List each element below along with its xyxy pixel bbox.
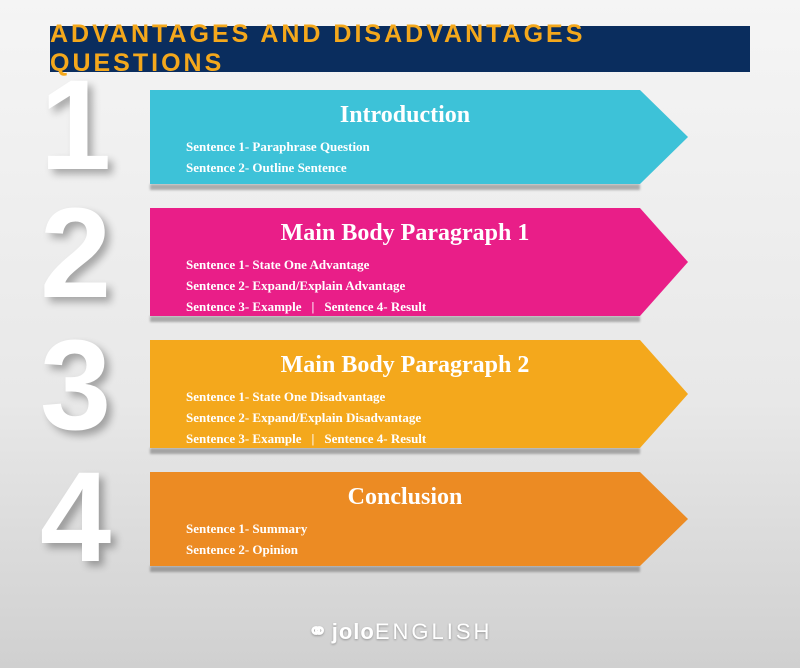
arrow-head-icon	[640, 340, 688, 448]
step-2: 2Main Body Paragraph 1Sentence 1- State …	[40, 208, 740, 316]
header-bar: ADVANTAGES AND DISADVANTAGES QUESTIONS	[50, 26, 750, 72]
step-title: Main Body Paragraph 1	[178, 220, 632, 247]
sentence-dual-line: Sentence 3- Example|Sentence 4- Result	[178, 429, 632, 450]
brand-name-bold: jolo	[332, 619, 375, 644]
arrow-body: Main Body Paragraph 2 Sentence 1- State O…	[150, 340, 640, 448]
arrow-body: Conclusion Sentence 1- SummarySentence 2-…	[150, 472, 640, 566]
step-1: 1IntroductionSentence 1- Paraphrase Ques…	[40, 90, 740, 184]
step-number: 4	[40, 454, 111, 582]
step-title: Introduction	[178, 102, 632, 129]
sentence-dual-line: Sentence 3- Example|Sentence 4- Result	[178, 297, 632, 318]
sentence-line: Sentence 2- Expand/Explain Advantage	[178, 276, 632, 297]
sentence-line: Sentence 1- Paraphrase Question	[178, 137, 632, 158]
sentence-line: Sentence 2- Opinion	[178, 540, 632, 561]
brand-name-light: ENGLISH	[375, 619, 493, 644]
arrow-head-icon	[640, 208, 688, 316]
footer-brand: ⚭ joloENGLISH	[0, 617, 800, 646]
step-number: 3	[40, 322, 111, 450]
step-4: 4ConclusionSentence 1- SummarySentence 2…	[40, 472, 740, 566]
brand-icon: ⚭	[308, 617, 328, 646]
sentence-line: Sentence 1- State One Disadvantage	[178, 387, 632, 408]
arrow-head-icon	[640, 472, 688, 566]
step-number: 1	[40, 62, 111, 190]
arrow-body: Introduction Sentence 1- Paraphrase Quest…	[150, 90, 640, 184]
header-title: ADVANTAGES AND DISADVANTAGES QUESTIONS	[50, 20, 750, 78]
sentence-line: Sentence 1- Summary	[178, 519, 632, 540]
sentence-line: Sentence 1- State One Advantage	[178, 255, 632, 276]
arrow-body: Main Body Paragraph 1 Sentence 1- State O…	[150, 208, 640, 316]
sentence-line: Sentence 2- Expand/Explain Disadvantage	[178, 408, 632, 429]
step-number: 2	[40, 190, 111, 318]
sentence-line: Sentence 2- Outline Sentence	[178, 158, 632, 179]
step-title: Conclusion	[178, 484, 632, 511]
step-3: 3Main Body Paragraph 2Sentence 1- State …	[40, 340, 740, 448]
arrow-head-icon	[640, 90, 688, 184]
step-title: Main Body Paragraph 2	[178, 352, 632, 379]
